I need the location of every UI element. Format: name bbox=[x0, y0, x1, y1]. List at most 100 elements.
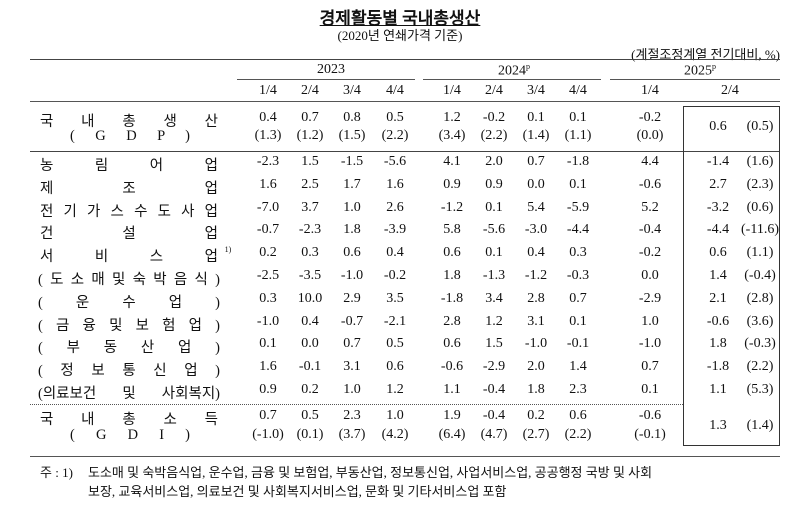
industry-row-value: 4.4 bbox=[641, 154, 659, 169]
industry-row-latest-yoy-value: (-11.6) bbox=[741, 222, 779, 238]
quarter-header: 1/4 bbox=[443, 83, 461, 98]
industry-row-value: -1.8 bbox=[440, 290, 464, 306]
industry-row-value: 4.1 bbox=[443, 154, 461, 169]
quarter-header: 1/4 bbox=[259, 83, 277, 98]
industry-row-value: 2.5 bbox=[301, 176, 319, 192]
industry-row-value: 2.3 bbox=[569, 382, 587, 397]
gdi-value: -0.6 bbox=[638, 408, 662, 423]
industry-row-value: 5.2 bbox=[641, 199, 659, 215]
industry-row-value: -1.0 bbox=[524, 336, 548, 352]
gdi-value: 2.3 bbox=[343, 408, 361, 423]
gdi-value: 0.6 bbox=[569, 408, 587, 423]
industry-row-value: 0.1 bbox=[259, 336, 277, 352]
industry-row-latest-yoy-value: (2.2) bbox=[746, 359, 774, 375]
gdi-yoy-value: (4.2) bbox=[381, 427, 409, 442]
industry-row-value: 3.5 bbox=[386, 290, 404, 306]
industry-row-value: -0.1 bbox=[298, 359, 322, 375]
gdp-yoy-value: (2.2) bbox=[480, 128, 508, 143]
industry-row-latest-value: 1.4 bbox=[709, 268, 727, 283]
quarter-header: 2/4 bbox=[721, 83, 739, 98]
industry-row-latest-value: -3.2 bbox=[706, 199, 730, 215]
gdi-value: 0.2 bbox=[527, 408, 545, 423]
gdp-yoy-value: (1.2) bbox=[296, 128, 324, 143]
table-top-border bbox=[30, 59, 780, 60]
industry-row-value: 1.0 bbox=[343, 199, 361, 215]
industry-row-value: 0.0 bbox=[641, 268, 659, 283]
industry-row-latest-value: 1.8 bbox=[709, 336, 727, 352]
industry-row-value: -0.4 bbox=[638, 222, 662, 238]
quarter-header: 2/4 bbox=[301, 83, 319, 98]
gdp-label: 국 내 총 생 산 bbox=[40, 114, 218, 130]
industry-row-latest-value: 1.1 bbox=[709, 382, 727, 397]
industry-row-value: 0.0 bbox=[527, 176, 545, 192]
title-text: 경제활동별 국내총생산 bbox=[319, 9, 481, 28]
gdp-latest-value: 0.6 bbox=[709, 119, 727, 134]
gdi-yoy-value: (4.7) bbox=[480, 427, 508, 442]
gdp-value: -0.2 bbox=[638, 110, 662, 125]
gdi-separator bbox=[30, 404, 683, 405]
gdp-value: 1.2 bbox=[443, 110, 461, 125]
industry-row-value: 0.1 bbox=[569, 313, 587, 329]
year-header-2025: 2025p bbox=[684, 62, 716, 80]
industry-row-value: -1.8 bbox=[566, 154, 590, 169]
industry-row-value: 3.1 bbox=[527, 313, 545, 329]
industry-row-value: 0.3 bbox=[569, 245, 587, 261]
industry-row-label: ( 금 융 및 보 험 업 ) bbox=[38, 317, 220, 334]
industry-row-value: -5.9 bbox=[566, 199, 590, 215]
industry-row-value: 1.2 bbox=[485, 313, 503, 329]
industry-row-value: -0.4 bbox=[482, 382, 506, 397]
gdp-value: 0.1 bbox=[569, 110, 587, 125]
industry-row-value: -5.6 bbox=[482, 222, 506, 238]
industry-row-value: 2.0 bbox=[485, 154, 503, 169]
industry-row-latest-yoy-value: (0.6) bbox=[746, 199, 774, 215]
industry-row-value: 1.4 bbox=[569, 359, 587, 375]
gdi-value: 1.9 bbox=[443, 408, 461, 423]
quarter-header: 4/4 bbox=[569, 83, 587, 98]
gdp-latest-yoy-value: (0.5) bbox=[746, 119, 774, 134]
industry-row-value: 0.6 bbox=[386, 359, 404, 375]
gdp-yoy-value: (1.3) bbox=[254, 128, 282, 143]
gdp-value: -0.2 bbox=[482, 110, 506, 125]
industry-row-label: ( 부 동 산 업 ) bbox=[38, 340, 220, 357]
industry-row-value: 1.7 bbox=[343, 176, 361, 192]
preliminary-mark: p bbox=[526, 62, 530, 71]
industry-row-value: 1.5 bbox=[301, 154, 319, 169]
quarter-header: 2/4 bbox=[485, 83, 503, 98]
industry-row-value: 1.5 bbox=[485, 336, 503, 352]
industry-row-value: 0.1 bbox=[485, 245, 503, 261]
gdp-value: 0.7 bbox=[301, 110, 319, 125]
industry-row-value: 2.8 bbox=[443, 313, 461, 329]
industry-row-value: -1.3 bbox=[482, 268, 506, 283]
footnote-prefix: 주 : 1) bbox=[40, 465, 73, 480]
preliminary-mark: p bbox=[712, 62, 716, 71]
gdi-latest-value: 1.3 bbox=[709, 417, 727, 433]
gdi-label-sub: ( G D I ) bbox=[70, 427, 190, 443]
footnote-marker: 1) bbox=[224, 245, 232, 255]
industry-row-latest-yoy-value: (5.3) bbox=[746, 382, 774, 397]
industry-row-value: -2.9 bbox=[482, 359, 506, 375]
industry-row-value: 1.2 bbox=[386, 382, 404, 397]
year-label: 2023 bbox=[317, 62, 345, 77]
industry-row-label: 제 조 업 bbox=[40, 180, 218, 197]
gdp-yoy-value: (1.5) bbox=[338, 128, 366, 143]
gdp-label-sub: ( G D P ) bbox=[70, 128, 190, 144]
industry-row-value: 0.1 bbox=[569, 176, 587, 192]
industry-row-value: -0.3 bbox=[566, 268, 590, 283]
industry-row-label: 농 림 어 업 bbox=[40, 158, 218, 174]
industry-row-label: ( 운 수 업 ) bbox=[38, 294, 220, 311]
industry-row-latest-yoy-value: (1.6) bbox=[746, 154, 774, 169]
industry-row-value: -0.2 bbox=[638, 245, 662, 261]
industry-row-value: -0.6 bbox=[638, 176, 662, 192]
industry-row-value: 0.9 bbox=[443, 176, 461, 192]
industry-row-value: 0.2 bbox=[259, 245, 277, 261]
gdp-separator bbox=[30, 151, 780, 152]
industry-row-latest-value: 0.6 bbox=[709, 245, 727, 261]
industry-row-latest-value: 2.7 bbox=[709, 176, 727, 192]
industry-row-value: -2.1 bbox=[383, 313, 407, 329]
gdp-value: 0.8 bbox=[343, 110, 361, 125]
industry-row-value: 0.3 bbox=[259, 290, 277, 306]
industry-row-latest-yoy-value: (2.3) bbox=[746, 176, 774, 192]
gdi-label: 국 내 총 소 득 bbox=[40, 412, 218, 428]
industry-row-value: 0.4 bbox=[301, 313, 319, 329]
gdi-latest-yoy-value: (1.4) bbox=[746, 417, 774, 433]
